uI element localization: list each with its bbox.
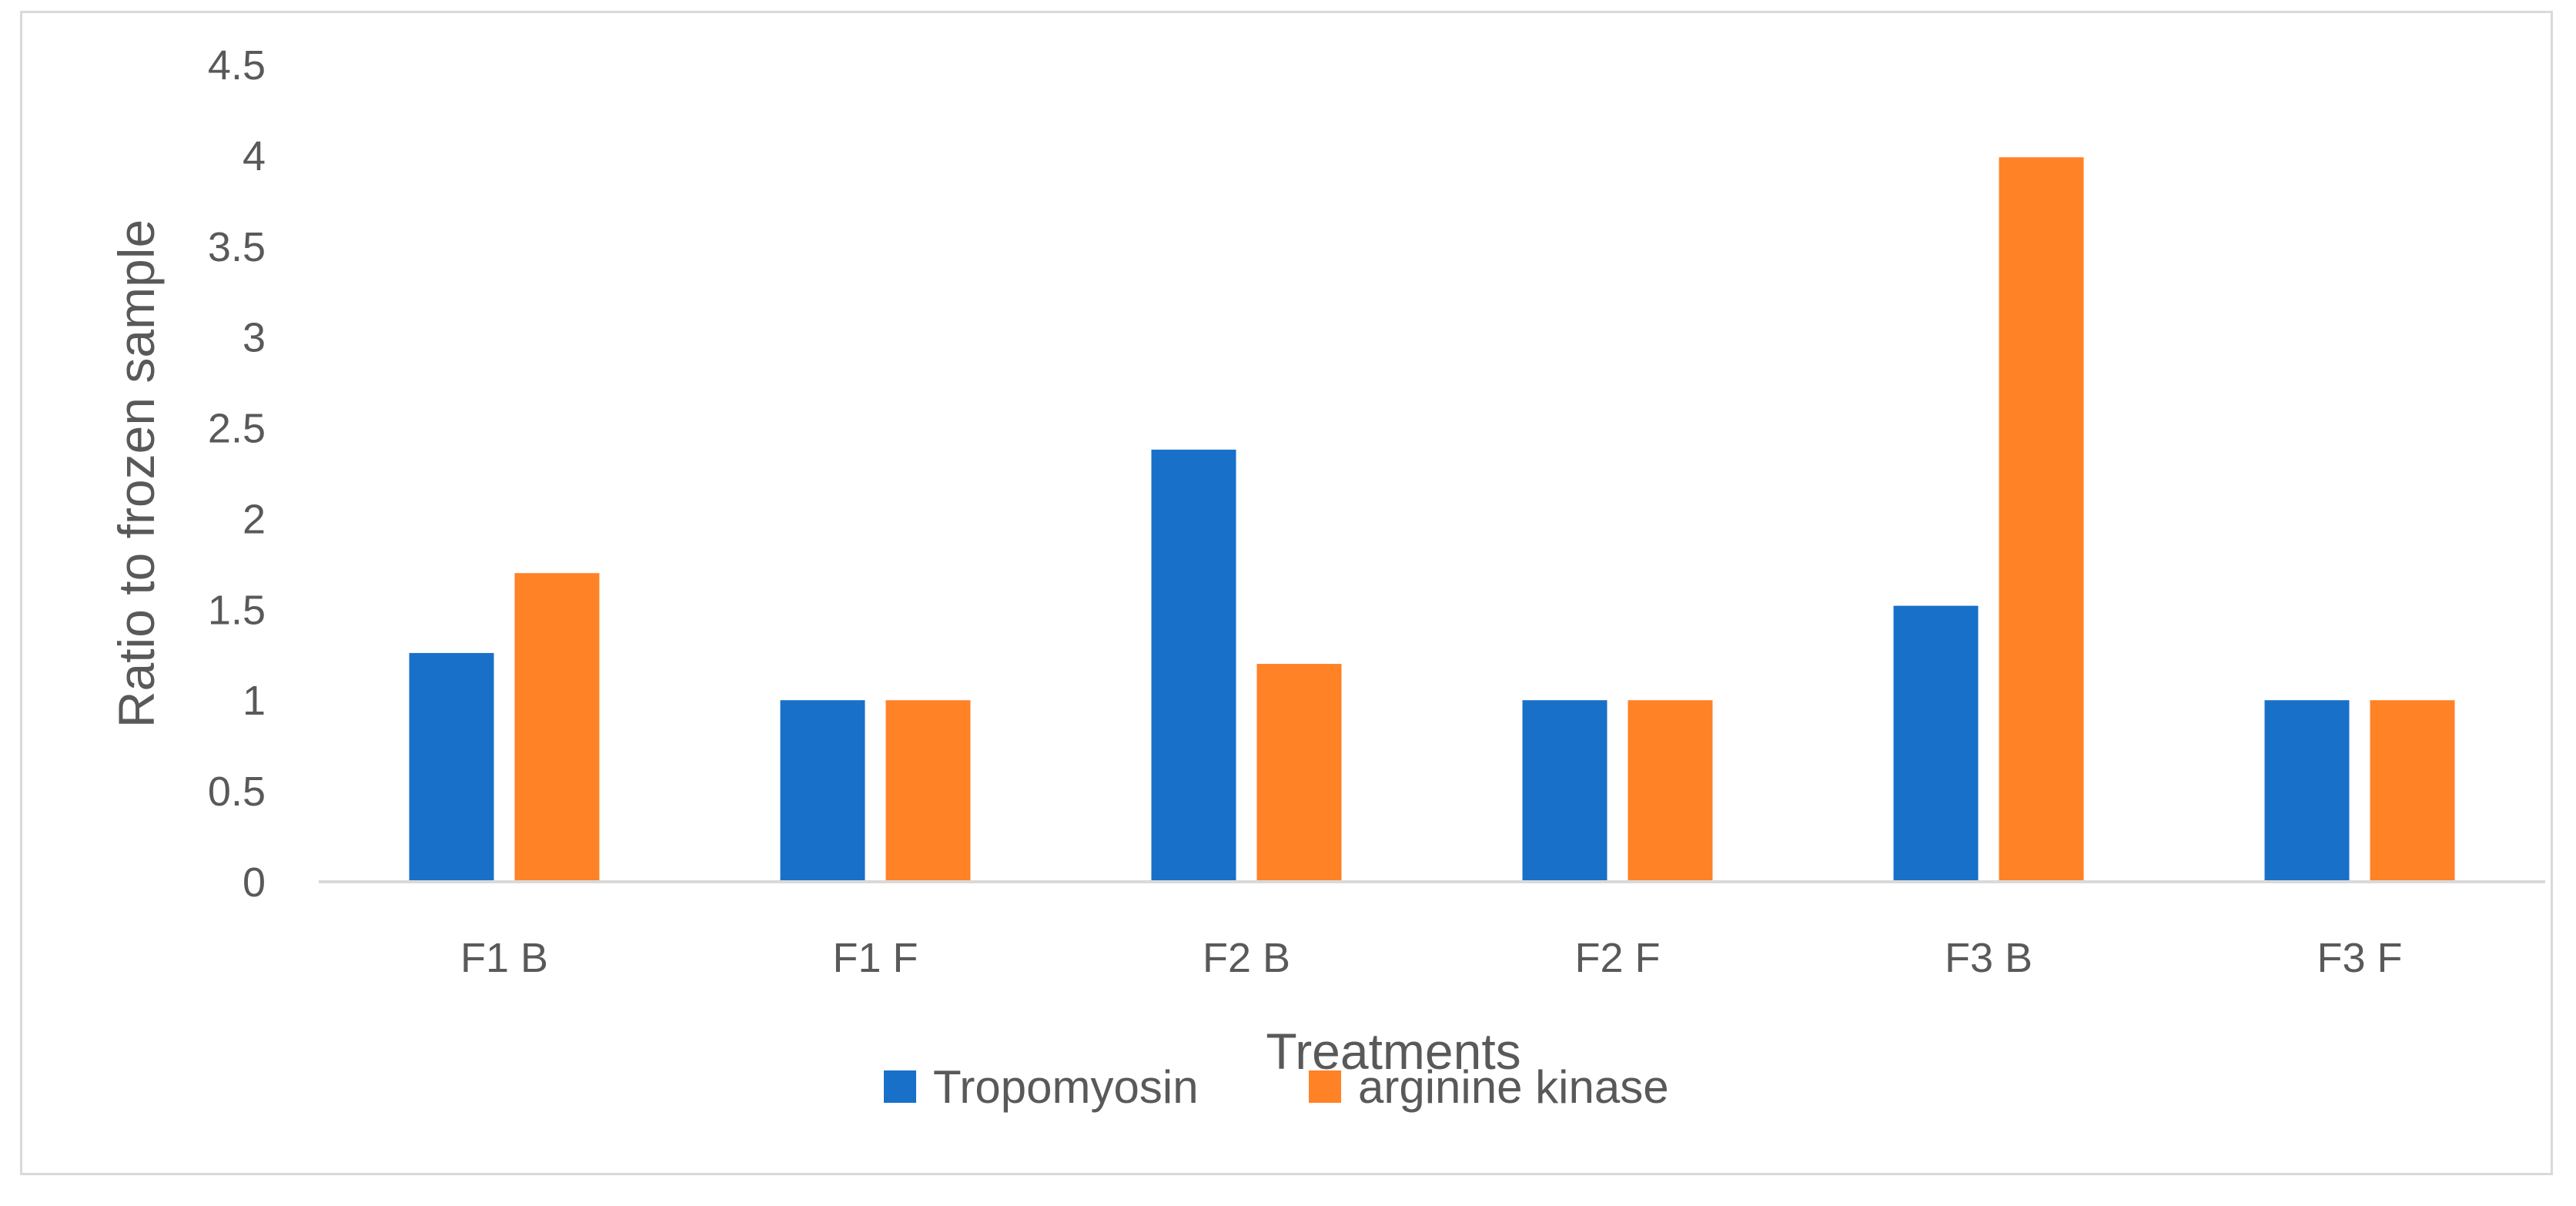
y-axis-title: Ratio to frozen sample xyxy=(108,219,165,728)
x-tick-label: F1 B xyxy=(460,935,548,981)
x-axis-title: Treatments xyxy=(1266,1023,1521,1080)
plot-area xyxy=(409,157,2455,882)
x-tick-label: F2 B xyxy=(1203,935,1290,981)
y-axis-ticks: 0 0.5 1 1.5 2 2.5 3 3.5 4 4.5 xyxy=(208,42,266,906)
bar xyxy=(780,700,865,882)
x-tick-label: F3 B xyxy=(1945,935,2032,981)
bar xyxy=(2264,700,2350,882)
x-tick-label: F1 F xyxy=(832,935,918,981)
x-tick-label: F3 F xyxy=(2317,935,2402,981)
bar xyxy=(885,700,971,882)
bar xyxy=(1522,700,1607,882)
y-tick-label: 0.5 xyxy=(208,769,266,815)
legend-label: arginine kinase xyxy=(1358,1061,1669,1113)
y-tick-label: 2.5 xyxy=(208,406,266,452)
bar xyxy=(1999,157,2084,882)
legend-swatch xyxy=(1309,1070,1341,1103)
y-tick-label: 1 xyxy=(243,678,266,724)
legend-swatch xyxy=(884,1070,916,1103)
legend-label: Tropomyosin xyxy=(933,1061,1199,1113)
bar xyxy=(1628,700,1713,882)
y-tick-label: 3.5 xyxy=(208,224,266,270)
legend: Tropomyosin arginine kinase xyxy=(884,1061,1669,1113)
y-tick-label: 2 xyxy=(243,496,266,542)
y-tick-label: 4 xyxy=(243,133,266,179)
bar xyxy=(514,573,600,882)
bar xyxy=(1256,664,1342,882)
bar xyxy=(2370,700,2455,882)
y-tick-label: 0 xyxy=(243,859,266,906)
y-tick-label: 3 xyxy=(243,315,266,361)
x-axis-ticks: F1 B F1 F F2 B F2 F F3 B F3 F xyxy=(460,935,2403,981)
y-tick-label: 1.5 xyxy=(208,587,266,633)
bar xyxy=(1893,605,1979,882)
y-tick-label: 4.5 xyxy=(208,42,266,89)
chart-frame xyxy=(20,11,2553,1175)
bar xyxy=(409,652,494,882)
x-tick-label: F2 F xyxy=(1574,935,1660,981)
bar xyxy=(1151,449,1236,882)
